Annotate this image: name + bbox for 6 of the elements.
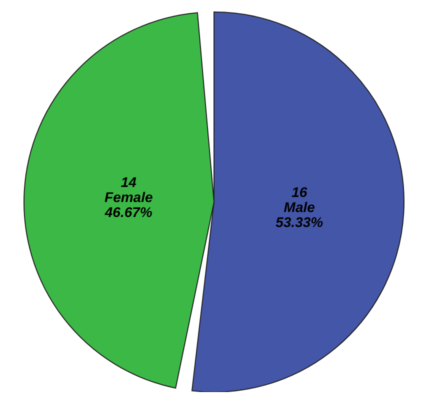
- data-label: 46.67%: [104, 204, 153, 220]
- slice-label: Female: [104, 189, 153, 206]
- data-label: 53.33%: [276, 214, 324, 230]
- slice-label: Male: [284, 198, 316, 215]
- text: 14: [120, 174, 136, 190]
- text: 16: [292, 184, 308, 200]
